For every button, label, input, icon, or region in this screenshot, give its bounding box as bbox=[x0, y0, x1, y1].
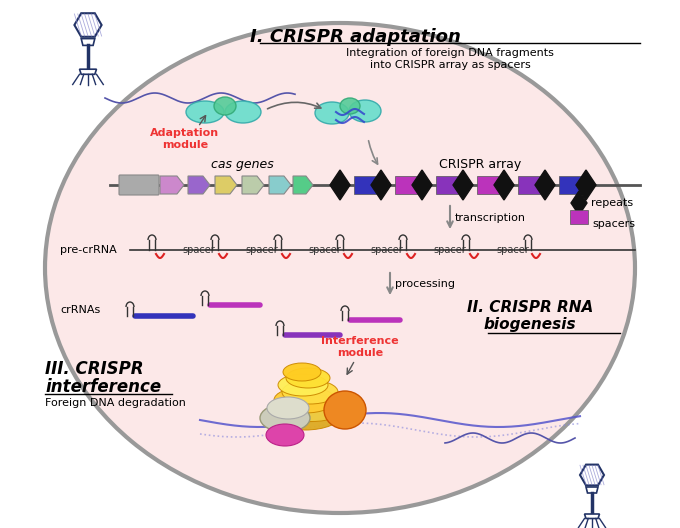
Text: cas genes: cas genes bbox=[211, 158, 273, 171]
Text: transcription: transcription bbox=[455, 213, 526, 223]
Ellipse shape bbox=[283, 363, 321, 381]
Ellipse shape bbox=[282, 380, 338, 404]
Text: spacer: spacer bbox=[496, 245, 529, 255]
Text: II. CRISPR RNA: II. CRISPR RNA bbox=[467, 300, 593, 315]
Ellipse shape bbox=[266, 424, 304, 446]
Polygon shape bbox=[215, 176, 237, 194]
Polygon shape bbox=[74, 13, 101, 37]
Ellipse shape bbox=[269, 400, 341, 430]
Polygon shape bbox=[269, 176, 291, 194]
Ellipse shape bbox=[225, 101, 261, 123]
Ellipse shape bbox=[340, 98, 360, 114]
Text: interference: interference bbox=[45, 378, 161, 396]
Polygon shape bbox=[585, 514, 600, 518]
FancyBboxPatch shape bbox=[395, 176, 419, 194]
Text: biogenesis: biogenesis bbox=[483, 317, 577, 332]
Text: spacer: spacer bbox=[182, 245, 215, 255]
Polygon shape bbox=[494, 170, 514, 200]
FancyBboxPatch shape bbox=[119, 175, 159, 195]
Polygon shape bbox=[81, 39, 95, 45]
Text: spacer: spacer bbox=[433, 245, 466, 255]
Text: processing: processing bbox=[395, 279, 455, 289]
Polygon shape bbox=[80, 69, 97, 74]
FancyBboxPatch shape bbox=[436, 176, 460, 194]
Polygon shape bbox=[242, 176, 264, 194]
Text: Integration of foreign DNA fragments
into CRISPR array as spacers: Integration of foreign DNA fragments int… bbox=[346, 48, 554, 70]
Polygon shape bbox=[576, 170, 596, 200]
Text: spacers: spacers bbox=[592, 219, 635, 229]
Polygon shape bbox=[580, 465, 604, 485]
Polygon shape bbox=[293, 176, 313, 194]
Ellipse shape bbox=[214, 97, 236, 115]
Text: Foreign DNA degradation: Foreign DNA degradation bbox=[45, 398, 186, 408]
Polygon shape bbox=[371, 170, 391, 200]
Polygon shape bbox=[453, 170, 473, 200]
Polygon shape bbox=[586, 487, 598, 493]
Ellipse shape bbox=[286, 368, 330, 388]
Text: Interference
module: Interference module bbox=[321, 336, 398, 358]
Ellipse shape bbox=[267, 397, 309, 419]
Text: crRNAs: crRNAs bbox=[60, 305, 100, 315]
Polygon shape bbox=[571, 191, 587, 215]
Ellipse shape bbox=[315, 102, 349, 124]
Polygon shape bbox=[412, 170, 432, 200]
Ellipse shape bbox=[274, 387, 336, 413]
Text: I. CRISPR adaptation: I. CRISPR adaptation bbox=[250, 28, 460, 46]
Ellipse shape bbox=[349, 100, 381, 122]
Polygon shape bbox=[188, 176, 210, 194]
Polygon shape bbox=[160, 176, 184, 194]
FancyBboxPatch shape bbox=[559, 176, 583, 194]
FancyBboxPatch shape bbox=[518, 176, 542, 194]
Text: spacer: spacer bbox=[370, 245, 403, 255]
Ellipse shape bbox=[324, 391, 366, 429]
Ellipse shape bbox=[45, 23, 635, 513]
Polygon shape bbox=[535, 170, 555, 200]
Text: repeats: repeats bbox=[591, 198, 633, 208]
Ellipse shape bbox=[279, 394, 345, 421]
Ellipse shape bbox=[260, 404, 310, 432]
Text: CRISPR array: CRISPR array bbox=[439, 158, 521, 171]
Text: pre-crRNA: pre-crRNA bbox=[60, 245, 117, 255]
FancyBboxPatch shape bbox=[477, 176, 501, 194]
FancyBboxPatch shape bbox=[570, 210, 588, 224]
Text: spacer: spacer bbox=[308, 245, 341, 255]
Text: Adaptation
module: Adaptation module bbox=[150, 128, 220, 149]
Text: III. CRISPR: III. CRISPR bbox=[45, 360, 143, 378]
Polygon shape bbox=[330, 170, 350, 200]
FancyBboxPatch shape bbox=[354, 176, 378, 194]
Text: spacer: spacer bbox=[245, 245, 277, 255]
Ellipse shape bbox=[186, 101, 224, 123]
Ellipse shape bbox=[278, 374, 328, 396]
